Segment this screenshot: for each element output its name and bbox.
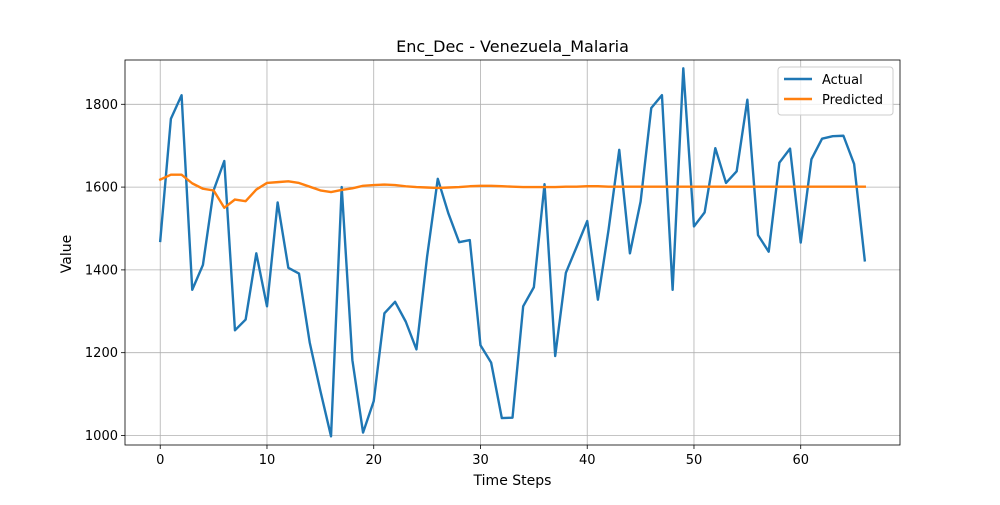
axis-ticks: 0 10 20 30 40 50 60 1000 1200 1400 1600 1800 (85, 98, 809, 468)
x-axis-label: Time Steps (473, 473, 552, 489)
y-tick-label: 1400 (85, 263, 118, 278)
x-tick-label: 20 (365, 453, 382, 468)
x-tick-label: 60 (792, 453, 809, 468)
legend-label-actual: Actual (822, 73, 863, 88)
series-lines (158, 67, 867, 438)
x-tick-label: 0 (156, 453, 164, 468)
series-line-predicted (158, 173, 866, 209)
y-axis-label: Value (59, 235, 75, 273)
legend: Actual Predicted (777, 66, 894, 116)
y-tick-label: 1600 (85, 181, 118, 196)
x-tick-label: 50 (686, 453, 703, 468)
plot-frame (124, 59, 901, 446)
y-tick-label: 1200 (85, 346, 118, 361)
x-tick-label: 40 (579, 453, 596, 468)
x-tick-label: 10 (259, 453, 276, 468)
legend-label-predicted: Predicted (822, 93, 883, 108)
grid-lines (125, 60, 900, 445)
x-tick-label: 30 (472, 453, 489, 468)
series-line-actual (158, 67, 867, 438)
y-tick-label: 1000 (85, 429, 118, 444)
y-tick-label: 1800 (85, 98, 118, 113)
chart-title: Enc_Dec - Venezuela_Malaria (396, 37, 629, 57)
